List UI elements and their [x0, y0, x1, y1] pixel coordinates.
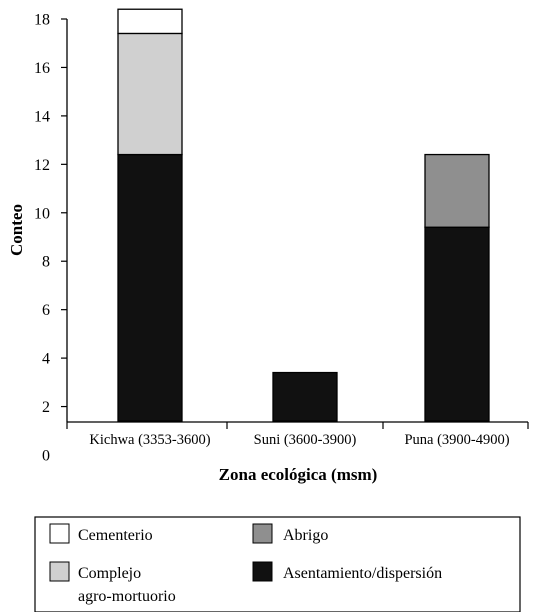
- legend-swatch: [252, 561, 273, 582]
- legend: Cementerio Abrigo Complejo agro-mortuorio As…: [34, 516, 521, 612]
- y-tick-label: 18: [34, 12, 50, 29]
- y-tick-label: 16: [34, 60, 50, 77]
- bar-segment: [424, 226, 490, 422]
- legend-label: Cementerio: [78, 527, 153, 544]
- x-tick-label: Suni (3600-3900): [254, 432, 357, 448]
- bar-segment: [117, 153, 183, 422]
- legend-label: agro-mortuorio: [78, 588, 176, 605]
- x-tick-label: Puna (3900-4900): [404, 432, 509, 448]
- legend-swatch: [49, 561, 70, 582]
- legend-swatch: [49, 523, 70, 544]
- bars: [117, 8, 490, 422]
- y-axis-title: Conteo: [7, 204, 26, 256]
- legend-label: Complejo: [78, 565, 141, 582]
- legend-items: Cementerio Abrigo Complejo agro-mortuorio As…: [49, 523, 442, 605]
- y-axis-ticks: 0 2 4 6 8 10 12 14 16 18: [34, 12, 67, 465]
- legend-swatch: [252, 523, 273, 544]
- y-tick-label: 4: [42, 351, 50, 368]
- y-tick-label: 0: [42, 448, 50, 465]
- bar-segment: [272, 371, 338, 422]
- legend-frame: [34, 516, 521, 612]
- y-tick-label: 2: [42, 399, 50, 416]
- bar-segment: [117, 8, 183, 35]
- bar-segment: [424, 153, 490, 228]
- legend-label: Asentamiento/dispersión: [283, 565, 442, 582]
- y-tick-label: 10: [34, 205, 50, 222]
- x-tick-label: Kichwa (3353-3600): [89, 432, 210, 448]
- y-tick-label: 12: [34, 157, 50, 174]
- y-tick-label: 6: [42, 302, 50, 319]
- y-tick-label: 8: [42, 254, 50, 271]
- y-tick-label: 14: [34, 108, 50, 125]
- legend-label: Abrigo: [283, 527, 328, 544]
- x-axis-title: Zona ecológica (msm): [219, 465, 378, 484]
- bar-segment: [117, 32, 183, 156]
- x-axis-ticks: Kichwa (3353-3600) Suni (3600-3900) Puna (…: [66, 422, 529, 448]
